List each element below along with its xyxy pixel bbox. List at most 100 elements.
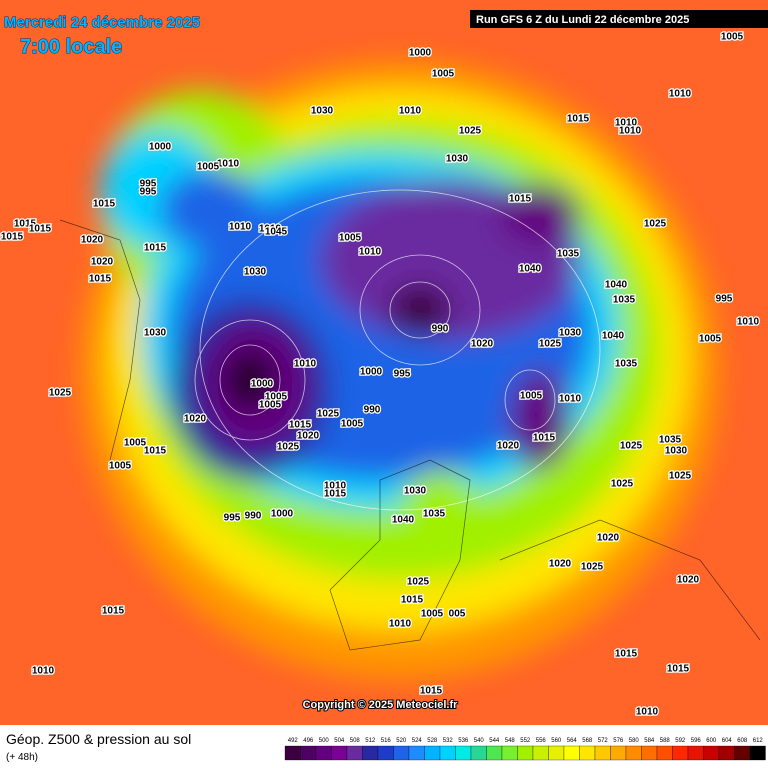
legend: 492 496 500 504 508 512 516 520 524 528 532 536 540 5…	[284, 738, 766, 761]
legend-value: 608	[737, 738, 748, 744]
legend-value: 512	[365, 738, 376, 744]
pressure-label: 1000	[251, 379, 274, 390]
pressure-label: 1010	[669, 89, 692, 100]
pressure-label: 1010	[619, 126, 642, 137]
pressure-label: 1040	[602, 331, 625, 342]
legend-value: 612	[753, 738, 764, 744]
pressure-label: 1015	[144, 446, 167, 457]
pressure-label: 005	[449, 609, 466, 620]
pressure-label: 1010	[615, 118, 638, 129]
pressure-label: 1015	[533, 433, 556, 444]
pressure-label: 1005	[699, 334, 722, 345]
legend-value: 588	[660, 738, 671, 744]
pressure-label: 995	[140, 179, 157, 190]
pressure-label: 1010	[217, 159, 240, 170]
pressure-label: 1005	[259, 400, 282, 411]
pressure-label: 995	[394, 369, 411, 380]
pressure-label: 1025	[611, 479, 634, 490]
legend-value: 544	[489, 738, 500, 744]
pressure-label: 1020	[184, 414, 207, 425]
legend-swatch	[703, 745, 720, 761]
copyright: Copyright © 2025 Meteociel.fr	[303, 699, 459, 711]
pressure-label: 1000	[149, 142, 172, 153]
pressure-label: 1020	[471, 339, 494, 350]
pressure-label: 1005	[109, 461, 132, 472]
pressure-label: 1005	[341, 419, 364, 430]
pressure-label: 1035	[613, 295, 636, 306]
pressure-label: 1015	[289, 420, 312, 431]
pressure-label: 1000	[409, 48, 432, 59]
legend-value: 528	[427, 738, 438, 744]
pressure-label: 990	[432, 324, 449, 335]
legend-value: 584	[644, 738, 655, 744]
pressure-label: 1030	[244, 267, 267, 278]
pressure-label: 1030	[559, 328, 582, 339]
pressure-label: 1025	[49, 388, 72, 399]
pressure-label: 990	[245, 511, 262, 522]
legend-swatch	[346, 745, 363, 761]
legend-value: 552	[520, 738, 531, 744]
footer-title: Géop. Z500 & pression au sol	[6, 731, 191, 747]
pressure-label: 1010	[399, 106, 422, 117]
legend-value: 548	[505, 738, 516, 744]
legend-value: 580	[629, 738, 640, 744]
pressure-label: 1020	[297, 431, 320, 442]
pressure-label: 1025	[459, 126, 482, 137]
legend-swatch	[734, 745, 751, 761]
legend-value: 492	[288, 738, 299, 744]
pressure-label: 1045	[265, 227, 288, 238]
legend-swatch	[579, 745, 596, 761]
coastlines	[59, 219, 761, 651]
legend-swatch	[749, 745, 766, 761]
pressure-label: 1025	[407, 577, 430, 588]
legend-value: 600	[706, 738, 717, 744]
legend-value: 496	[303, 738, 314, 744]
pressure-label: 1025	[669, 471, 692, 482]
pressure-label: 1015	[567, 114, 590, 125]
legend-value: 592	[675, 738, 686, 744]
legend-swatch	[501, 745, 518, 761]
pressure-label: 1030	[311, 106, 334, 117]
geopotential-field	[80, 60, 720, 680]
legend-value: 500	[319, 738, 330, 744]
legend-swatch	[284, 745, 301, 761]
pressure-label: 1040	[392, 515, 415, 526]
pressure-label: 1005	[421, 609, 444, 620]
legend-value: 540	[474, 738, 485, 744]
legend-value: 596	[691, 738, 702, 744]
pressure-label: 1025	[620, 441, 643, 452]
pressure-label: 1015	[102, 606, 125, 617]
legend-swatch	[300, 745, 317, 761]
legend-swatch	[455, 745, 472, 761]
pressure-label: 1005	[432, 69, 455, 80]
pressure-label: 1025	[644, 219, 667, 230]
legend-swatch	[610, 745, 627, 761]
pressure-label: 1005	[520, 391, 543, 402]
legend-swatch	[594, 745, 611, 761]
legend-swatch	[641, 745, 658, 761]
pressure-label: 1030	[446, 154, 469, 165]
pressure-label: 995	[224, 513, 241, 524]
pressure-label: 1005	[721, 32, 744, 43]
legend-swatch	[393, 745, 410, 761]
pressure-label: 1010	[259, 224, 282, 235]
legend-swatch	[439, 745, 456, 761]
pressure-label: 1000	[360, 367, 383, 378]
pressure-label: 1025	[539, 339, 562, 350]
run-info: Run GFS 6 Z du Lundi 22 décembre 2025	[476, 14, 689, 26]
isobars	[194, 189, 601, 511]
legend-value: 508	[350, 738, 361, 744]
pressure-label: 995	[716, 294, 733, 305]
legend-swatch	[362, 745, 379, 761]
pressure-label: 1015	[29, 224, 52, 235]
pressure-label: 1015	[509, 194, 532, 205]
legend-swatch	[470, 745, 487, 761]
pressure-label: 1010	[737, 317, 760, 328]
legend-swatch	[408, 745, 425, 761]
legend-swatch	[377, 745, 394, 761]
legend-swatch	[672, 745, 689, 761]
legend-swatch	[315, 745, 332, 761]
pressure-label: 1020	[597, 533, 620, 544]
pressure-label: 1010	[359, 247, 382, 258]
pressure-label: 1020	[81, 235, 104, 246]
